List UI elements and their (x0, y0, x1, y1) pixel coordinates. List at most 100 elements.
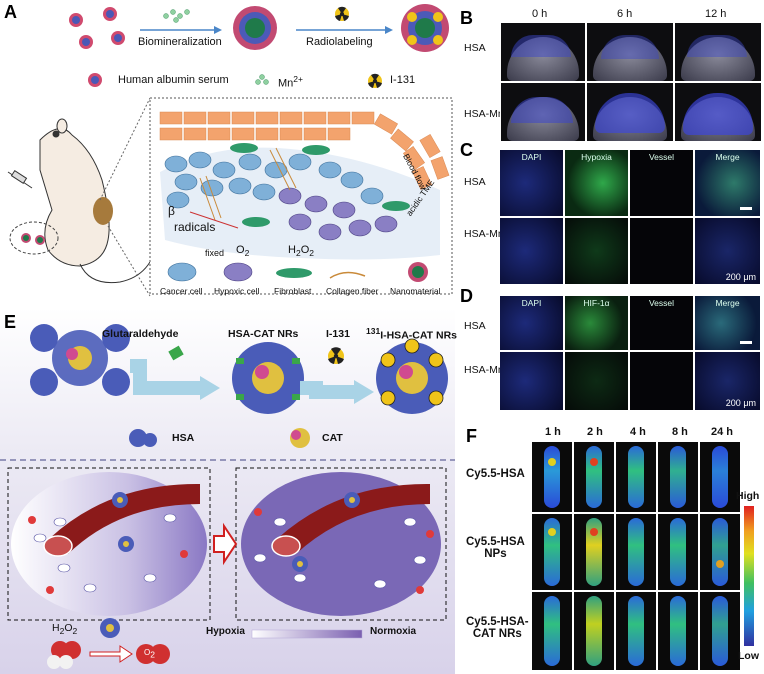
panel-label-c: C (460, 140, 473, 160)
legend-albumin: Human albumin serum (118, 74, 229, 86)
time-label: 0 h (532, 8, 548, 20)
label-i131: I-131 (326, 328, 350, 340)
collagen-fibers (199, 147, 297, 221)
fluorescence-image: DAPI (500, 296, 563, 350)
fluorescence-image (565, 352, 628, 410)
oxygenation-gradient-bar (251, 629, 363, 639)
time-label: 12 h (705, 8, 727, 20)
in-vivo-image (658, 592, 698, 670)
in-vivo-image (574, 514, 614, 590)
glutaraldehyde-icon (168, 345, 184, 361)
in-vivo-image (532, 592, 572, 670)
legend-cat: CAT (322, 432, 343, 444)
channel-label: DAPI (521, 152, 542, 162)
panel-label-f: F (466, 426, 477, 446)
time-label: 2 h (587, 426, 603, 438)
legend-hsa-icon (129, 429, 157, 447)
step-radiolabeling: Radiolabeling (306, 36, 373, 48)
in-vivo-image (574, 592, 614, 670)
label-hsa-cat-nrs: HSA-CAT NRs (228, 328, 299, 340)
mn-ions (163, 9, 190, 23)
panel-a-graphic (7, 4, 453, 297)
panel-e-graphic (0, 324, 455, 669)
scale-high-label: High (736, 490, 760, 502)
channel-label: HIF-1α (583, 298, 610, 308)
in-vivo-image (574, 442, 614, 512)
legend-fibroblast: Fibroblast (274, 286, 312, 296)
row-label: HSA (464, 42, 486, 54)
legend-hsa: HSA (172, 432, 195, 444)
legend-albumin-icon (88, 73, 102, 87)
red-blood-cells (28, 494, 434, 594)
syringe-icon (7, 169, 33, 189)
in-vivo-image (616, 514, 656, 590)
ultrasound-image (500, 22, 586, 82)
label-h2o2: H2O2 (288, 244, 314, 259)
label-fixed: fixed (205, 248, 225, 258)
panel-label-d: D (460, 286, 473, 306)
panel-label-b: B (460, 8, 473, 28)
panel-label-e: E (4, 312, 17, 332)
label-radicals: radicals (174, 220, 216, 234)
label-beta: β (168, 204, 175, 218)
fluorescence-image: Merge (695, 150, 760, 216)
channel-label: Merge (715, 152, 740, 162)
channel-label: Vessel (648, 152, 675, 162)
scale-label: 200 μm (725, 272, 756, 282)
injection-zoom-circle (9, 221, 59, 255)
label-normoxia: Normoxia (370, 626, 417, 637)
blood-vessel (50, 483, 200, 554)
fibroblasts (230, 143, 410, 227)
reaction-arrow (89, 645, 133, 663)
ultrasound-image (674, 82, 762, 142)
in-vivo-image (700, 442, 740, 512)
blood-vessel (159, 111, 450, 190)
labeled-hsa-cat-nanoreactor (376, 338, 448, 414)
fluorescence-image: Vessel (630, 296, 693, 350)
scale-low-label: Low (738, 650, 759, 662)
label-o2: O2 (144, 648, 155, 660)
legend-hypoxic-cell: Hypoxic cell (214, 286, 260, 296)
legend-collagen-fiber: Collagen fiber (326, 286, 379, 296)
scale-bar (740, 207, 752, 210)
channel-label: Hypoxia (581, 152, 612, 162)
blood-vessel (278, 483, 430, 554)
label-h2o2: H2O2 (52, 622, 78, 637)
legend-nanomaterial: Nanomaterial (390, 286, 441, 296)
time-label: 1 h (545, 426, 561, 438)
fluorescence-image: Hypoxia (565, 150, 628, 216)
scale-bar (740, 341, 752, 344)
label-glutaraldehyde: Glutaraldehyde (102, 328, 179, 340)
fluorescence-image (630, 352, 693, 410)
radioactive-icon (335, 6, 349, 21)
channel-label: Merge (715, 298, 740, 308)
fluorescence-image: DAPI (500, 150, 563, 216)
legend-cat-icon (290, 428, 310, 448)
panel-label-a: A (4, 2, 17, 22)
fluorescence-image (630, 218, 693, 284)
intensity-color-scale (744, 506, 754, 646)
fluorescence-image: Vessel (630, 150, 693, 216)
tumor-hypoxic (11, 472, 207, 616)
label-hypoxia: Hypoxia (206, 626, 245, 637)
fluorescence-image (500, 352, 563, 410)
tumor-cells (33, 513, 427, 593)
transition-arrow (213, 522, 238, 566)
hsa-cat-mixture (30, 324, 130, 396)
time-label: 6 h (617, 8, 633, 20)
label-o2: O2 (236, 244, 250, 259)
row-label: Cy5.5-HSA (466, 468, 525, 480)
row-label: HSA (464, 320, 486, 332)
ultrasound-image (500, 82, 586, 142)
scale-label: 200 μm (725, 398, 756, 408)
fluorescence-image: HIF-1α (565, 296, 628, 350)
fluorescence-image: Merge (695, 296, 760, 350)
legend-iodine-icon (368, 73, 382, 88)
cancer-cells (164, 151, 384, 209)
channel-label: DAPI (521, 298, 542, 308)
legend-mn: Mn2+ (278, 74, 303, 90)
hsa-protein-cluster (69, 7, 125, 49)
label-131i-hsa-cat-nrs: 131I-HSA-CAT NRs (366, 326, 457, 342)
hsa-cat-nanoreactor (232, 342, 304, 414)
labeled-nanoparticle (401, 4, 449, 52)
